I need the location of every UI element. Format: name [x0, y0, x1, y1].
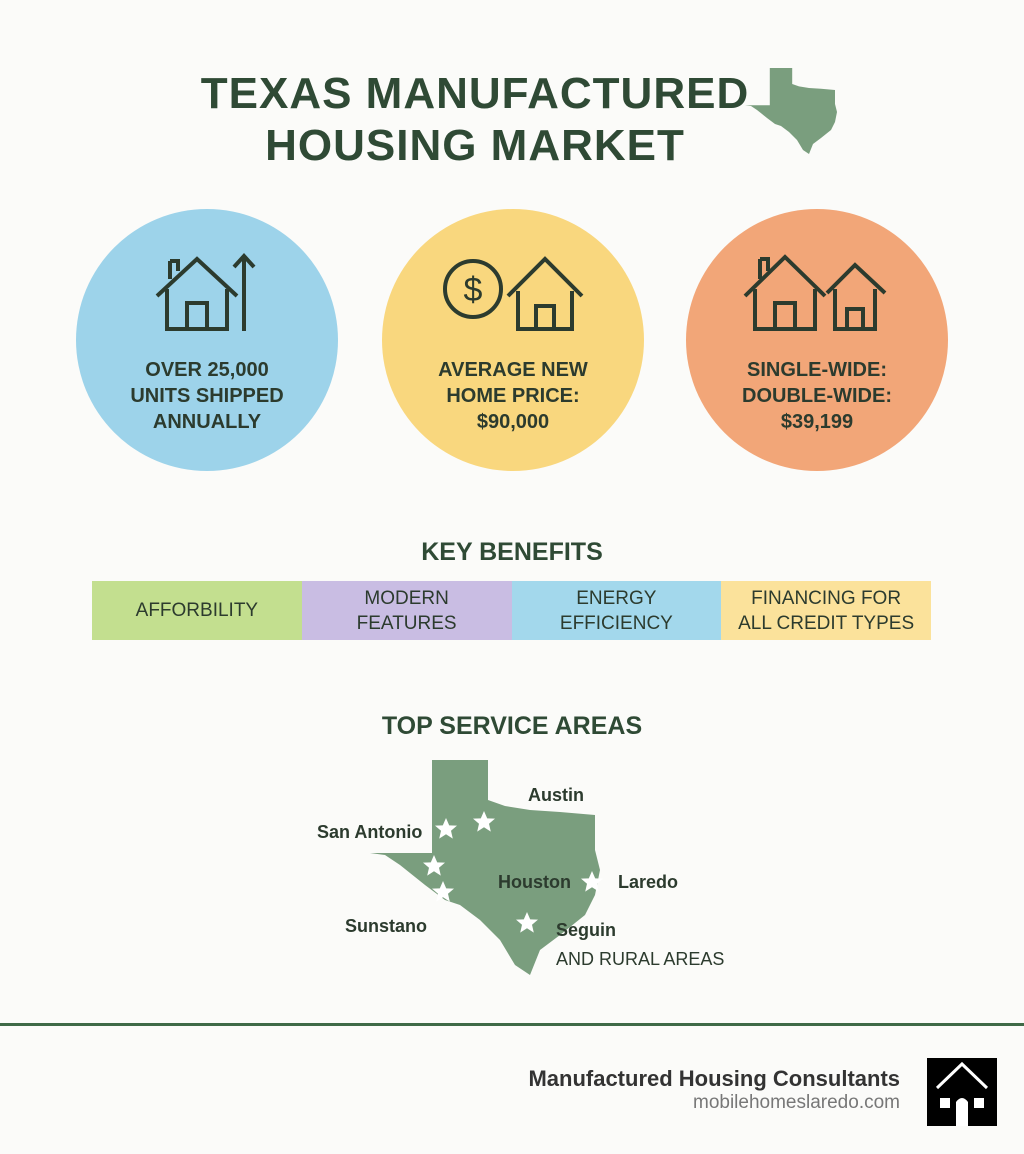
page-title: TEXAS MANUFACTURED HOUSING MARKET: [200, 69, 750, 170]
key-benefits-heading: KEY BENEFITS: [421, 538, 603, 566]
footer-divider: [0, 1023, 1024, 1026]
house-logo-icon: [927, 1058, 997, 1126]
footer-url[interactable]: mobilehomeslaredo.com: [693, 1092, 900, 1113]
rural-areas-label: AND RURAL AREAS: [556, 949, 725, 969]
city-label-san-antonio: San Antonio: [317, 822, 423, 842]
benefit-energy-efficiency: ENERGY EFFICIENCY: [511, 581, 722, 640]
city-label-austin: Austin: [528, 785, 584, 805]
city-label-houston: Houston: [498, 872, 571, 892]
svg-text:$: $: [464, 271, 483, 309]
house-growth-arrow-icon: [155, 253, 256, 331]
benefit-financing: FINANCING FOR ALL CREDIT TYPES: [721, 581, 931, 640]
city-label-laredo: Laredo: [618, 872, 679, 892]
benefit-affordability: AFFORBILITY: [92, 581, 302, 640]
two-houses-icon: [743, 254, 887, 331]
dollar-house-icon: $: [443, 256, 584, 331]
benefits-bar: AFFORBILITY MODERN FEATURES ENERGY EFFICIE…: [92, 581, 931, 640]
footer-brand: Manufactured Housing Consultants: [528, 1066, 900, 1091]
service-areas-heading: TOP SERVICE AREAS: [381, 712, 643, 740]
benefit-modern-features: MODERN FEATURES: [301, 581, 512, 640]
stat-single-double-wide: SINGLE-WIDE: DOUBLE-WIDE: $39,199: [686, 209, 948, 471]
stat-average-price: $ AVERAGE NEW HOME PRICE: $90,000: [382, 209, 644, 471]
city-label-seguin: Seguin: [556, 920, 617, 940]
city-label-sunstano: Sunstano: [345, 916, 428, 936]
stat-units-shipped: OVER 25,000 UNITS SHIPPED ANNUALLY: [76, 209, 338, 471]
